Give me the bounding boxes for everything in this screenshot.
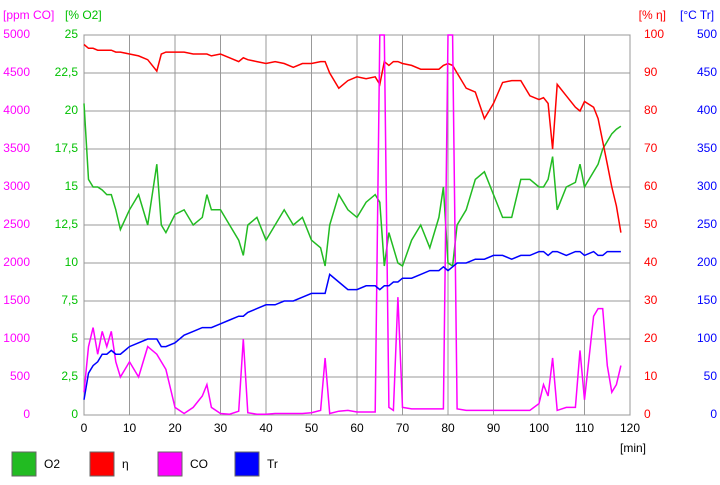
y-tick-label: 50 [644,217,658,231]
x-tick-label: 60 [350,421,364,435]
y-tick-label: 150 [697,293,717,307]
y-tick-label: 4500 [3,65,30,79]
y-tick-label: 0 [71,407,78,421]
y-tick-label: 100 [644,27,664,41]
y-tick-label: 40 [644,255,658,269]
y-tick-label: 0 [710,407,717,421]
series-line [83,103,622,268]
y-tick-label: 20 [644,331,658,345]
x-axis-label: [min] [620,441,646,455]
y-tick-label: 5 [71,331,78,345]
x-tick-label: 20 [168,421,182,435]
x-tick-label: 40 [259,421,273,435]
grid [83,34,631,416]
legend-label: Tr [267,457,278,471]
y-tick-label: 450 [697,65,717,79]
legend-swatch [157,451,183,477]
x-tick-label: 120 [620,421,640,435]
y-tick-label: 2000 [3,255,30,269]
labels: 0 10 20 30 40 50 60 70 80 90 100 110 120[ppm CO]0500… [3,8,718,477]
y-tick-label: 70 [644,141,658,155]
x-tick-label: 70 [396,421,410,435]
y-tick-label: 400 [697,103,717,117]
y-tick-label: 3000 [3,179,30,193]
y-tick-label: 60 [644,179,658,193]
y-tick-label: 15 [65,179,79,193]
y-tick-label: 22,5 [55,65,79,79]
legend-swatch [234,451,260,477]
y-tick-label: 200 [697,255,717,269]
y-tick-label: 0 [644,407,651,421]
x-tick-label: 100 [529,421,549,435]
axis-title: [% η] [639,8,666,22]
y-tick-label: 1000 [3,331,30,345]
y-tick-label: 17,5 [55,141,79,155]
y-tick-label: 25 [65,27,79,41]
x-tick-label: 50 [305,421,319,435]
axis-title: [ppm CO] [3,8,54,22]
y-tick-label: 500 [10,369,30,383]
y-tick-label: 300 [697,179,717,193]
y-tick-label: 10 [65,255,79,269]
legend-swatch [11,451,37,477]
y-tick-label: 10 [644,369,658,383]
y-tick-label: 500 [697,27,717,41]
y-tick-label: 90 [644,65,658,79]
lines [83,34,622,415]
y-tick-label: 7,5 [61,293,78,307]
y-tick-label: 5000 [3,27,30,41]
x-tick-label: 90 [487,421,501,435]
y-tick-label: 0 [23,407,30,421]
y-tick-label: 1500 [3,293,30,307]
y-tick-label: 80 [644,103,658,117]
y-tick-label: 3500 [3,141,30,155]
legend-label: O2 [44,457,60,471]
x-tick-label: 110 [575,421,594,435]
y-tick-label: 20 [65,103,79,117]
y-tick-label: 4000 [3,103,30,117]
legend-swatch [89,451,115,477]
series-line [83,250,621,400]
x-tick-label: 30 [214,421,228,435]
y-tick-label: 100 [697,331,717,345]
legend-label: CO [190,457,208,471]
y-tick-label: 50 [704,369,718,383]
series-line [83,34,622,415]
y-tick-label: 350 [697,141,717,155]
y-tick-label: 250 [697,217,717,231]
x-tick-label: 0 [81,421,88,435]
axis-title: [°C Tr] [680,8,714,22]
y-tick-label: 2,5 [61,369,78,383]
x-tick-label: 80 [441,421,455,435]
x-tick-label: 10 [123,421,137,435]
y-tick-label: 30 [644,293,658,307]
y-tick-label: 2500 [3,217,30,231]
legend-label: η [122,457,129,471]
axis-title: [% O2] [65,8,102,22]
y-tick-label: 12,5 [55,217,79,231]
series-line [83,43,622,233]
